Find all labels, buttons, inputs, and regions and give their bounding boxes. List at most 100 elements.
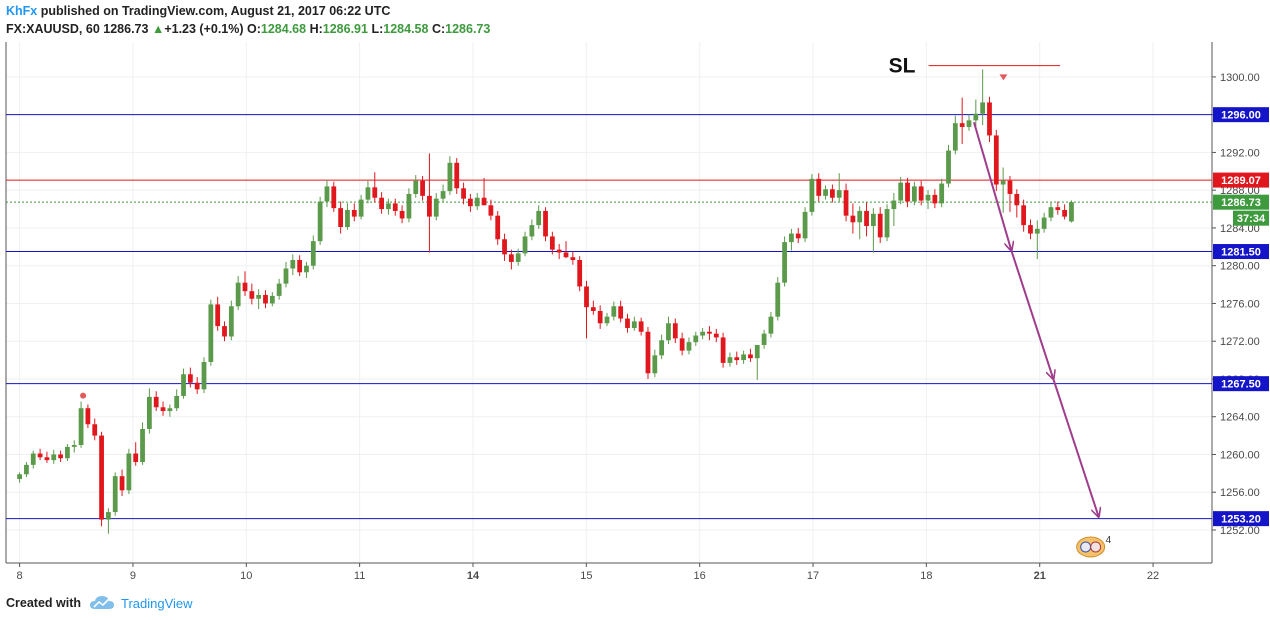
candle-body xyxy=(454,162,460,189)
stop-loss[interactable]: SL xyxy=(889,55,1061,78)
candle-body xyxy=(830,189,835,198)
candle-body xyxy=(338,208,344,227)
y-tick-label: 1300.00 xyxy=(1220,72,1260,84)
price-tag-1253.20: 1253.20 xyxy=(1221,514,1261,526)
y-tick-label: 1288.00 xyxy=(1220,185,1260,197)
candle-body xyxy=(345,210,350,227)
candle-body xyxy=(768,316,774,334)
candle-body xyxy=(379,197,384,210)
x-tick-label: 9 xyxy=(130,570,136,582)
candle-body xyxy=(495,215,501,240)
candle-body xyxy=(556,249,562,253)
candle-body xyxy=(905,182,910,202)
candle-body xyxy=(85,408,91,425)
candle-body xyxy=(317,201,323,242)
price-tag-1253.20-bg xyxy=(1213,511,1269,527)
projection-arrow[interactable] xyxy=(1010,250,1053,379)
candle-body xyxy=(468,198,473,207)
plot-border xyxy=(5,42,1213,564)
symbol-label[interactable]: FX:XAUUSD, 60 xyxy=(6,22,100,36)
candle-body xyxy=(1034,228,1040,234)
candle-body xyxy=(433,198,439,217)
candle-body xyxy=(590,307,596,311)
economic-events-icon[interactable]: 4 xyxy=(1076,535,1112,558)
x-tick-label: 10 xyxy=(240,570,252,582)
projection-arrow[interactable] xyxy=(1052,378,1098,517)
candle-body xyxy=(652,355,658,374)
events-flag-us xyxy=(1080,541,1092,553)
candle-body xyxy=(30,453,36,465)
candle-body xyxy=(372,187,378,198)
price-tag-1296.00: 1296.00 xyxy=(1221,110,1261,122)
candle-body xyxy=(952,123,958,151)
signal-triangle xyxy=(999,74,1008,81)
candle-body xyxy=(891,200,897,210)
candle-body xyxy=(310,241,316,266)
candle-body xyxy=(65,446,70,459)
candle-body xyxy=(222,326,227,337)
candle-body xyxy=(51,454,57,461)
candle-body xyxy=(112,476,118,513)
candle-body xyxy=(836,190,842,198)
countdown-bg xyxy=(1233,210,1269,226)
candle-body xyxy=(242,282,248,292)
price-axis[interactable]: 1252.001256.001260.001264.001268.001272.… xyxy=(1212,72,1260,537)
candle-body xyxy=(249,291,255,299)
candle-body xyxy=(146,396,152,429)
candle-body xyxy=(543,210,548,237)
candle-body xyxy=(290,260,296,269)
chart-header: KhFx published on TradingView.com, Augus… xyxy=(6,2,1206,38)
candle-body xyxy=(167,408,173,412)
price-tag-1281.50-bg xyxy=(1213,244,1269,260)
candle-body xyxy=(631,321,637,328)
last-price: 1286.73 xyxy=(103,22,149,36)
current-price-tag-bg xyxy=(1213,194,1269,210)
author-link[interactable]: KhFx xyxy=(6,4,38,18)
candle-body xyxy=(440,191,446,199)
horizontal-levels[interactable] xyxy=(6,114,1212,520)
candle-body xyxy=(870,213,876,227)
candle-body xyxy=(331,186,337,209)
sl-label: SL xyxy=(889,55,916,78)
candle-body xyxy=(686,342,692,351)
candle-body xyxy=(843,190,849,216)
candle-body xyxy=(133,453,139,463)
x-tick-label: 17 xyxy=(807,570,819,582)
candle-body xyxy=(536,210,542,226)
candle-body xyxy=(809,178,815,212)
projection-arrows[interactable] xyxy=(973,121,1099,517)
candle-body xyxy=(399,210,405,219)
candle-body xyxy=(816,178,822,196)
y-tick-label: 1280.00 xyxy=(1220,261,1260,273)
candle-body xyxy=(106,512,111,520)
candle-body xyxy=(946,150,951,184)
candle-body xyxy=(864,210,869,227)
candle-body xyxy=(734,357,740,361)
tradingview-brand-link[interactable]: TradingView xyxy=(121,595,193,611)
x-tick-label: 8 xyxy=(17,570,23,582)
candle-body xyxy=(850,215,856,223)
projection-arrow[interactable] xyxy=(973,121,1011,250)
tradingview-cloud-icon[interactable] xyxy=(89,595,115,611)
candle-body xyxy=(679,338,685,351)
candle-body xyxy=(782,242,787,283)
candle-body xyxy=(584,286,589,308)
current-price-tag: 1286.73 xyxy=(1221,197,1261,209)
candle-body xyxy=(488,205,494,216)
publish-info: published on TradingView.com, August 21,… xyxy=(40,4,391,18)
open-value: 1284.68 xyxy=(260,22,307,36)
candle-body xyxy=(980,102,986,114)
candle-body xyxy=(194,382,200,390)
time-axis[interactable]: 8 9 10 11 14 15 16 17 18 21 22 xyxy=(17,563,1160,582)
x-tick-label: 21 xyxy=(1034,570,1046,582)
price-chart[interactable]: SL 1252.001256.001260.001264.001268.0012… xyxy=(0,0,1270,590)
candle-body xyxy=(99,435,104,520)
candle-body xyxy=(406,193,412,219)
candle-body xyxy=(789,233,794,243)
events-flag-eu xyxy=(1090,541,1102,553)
candle-body xyxy=(44,457,50,461)
y-tick-label: 1292.00 xyxy=(1220,147,1260,159)
candlestick-series xyxy=(17,69,1074,534)
price-change: +1.23 (+0.1%) xyxy=(164,22,244,36)
candle-body xyxy=(932,194,938,204)
